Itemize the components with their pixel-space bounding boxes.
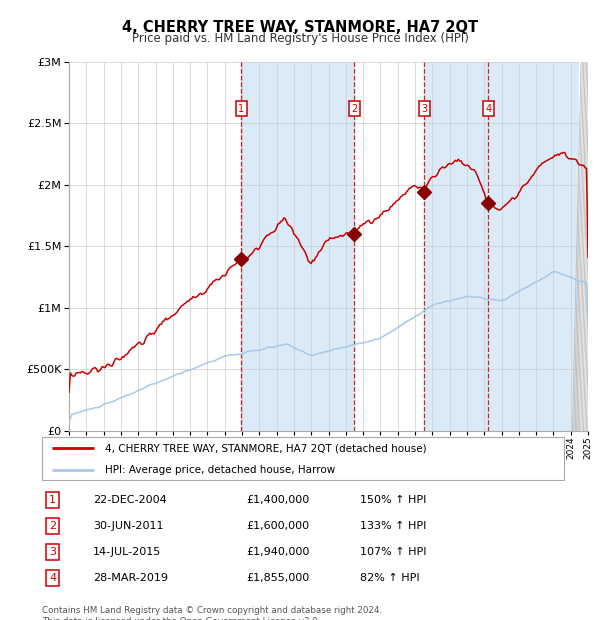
Bar xyxy=(241,62,355,431)
Text: 30-JUN-2011: 30-JUN-2011 xyxy=(93,521,163,531)
Text: HPI: Average price, detached house, Harrow: HPI: Average price, detached house, Harr… xyxy=(104,465,335,475)
Text: 1: 1 xyxy=(238,104,245,113)
Text: 3: 3 xyxy=(49,547,56,557)
Text: 4: 4 xyxy=(49,573,56,583)
Text: 2: 2 xyxy=(352,104,358,113)
Text: £1,400,000: £1,400,000 xyxy=(246,495,309,505)
FancyBboxPatch shape xyxy=(42,436,564,480)
Text: 28-MAR-2019: 28-MAR-2019 xyxy=(93,573,168,583)
Text: Contains HM Land Registry data © Crown copyright and database right 2024.
This d: Contains HM Land Registry data © Crown c… xyxy=(42,606,382,620)
Text: £1,855,000: £1,855,000 xyxy=(246,573,309,583)
Text: 4, CHERRY TREE WAY, STANMORE, HA7 2QT (detached house): 4, CHERRY TREE WAY, STANMORE, HA7 2QT (d… xyxy=(104,443,426,453)
Polygon shape xyxy=(580,62,588,431)
Text: 3: 3 xyxy=(421,104,427,113)
Text: 82% ↑ HPI: 82% ↑ HPI xyxy=(360,573,419,583)
Text: 2: 2 xyxy=(49,521,56,531)
Text: 150% ↑ HPI: 150% ↑ HPI xyxy=(360,495,427,505)
Text: 107% ↑ HPI: 107% ↑ HPI xyxy=(360,547,427,557)
Text: 4, CHERRY TREE WAY, STANMORE, HA7 2QT: 4, CHERRY TREE WAY, STANMORE, HA7 2QT xyxy=(122,20,478,35)
Text: 4: 4 xyxy=(485,104,491,113)
Bar xyxy=(488,62,580,431)
Text: 133% ↑ HPI: 133% ↑ HPI xyxy=(360,521,427,531)
Text: 1: 1 xyxy=(49,495,56,505)
Text: £1,600,000: £1,600,000 xyxy=(246,521,309,531)
Text: Price paid vs. HM Land Registry's House Price Index (HPI): Price paid vs. HM Land Registry's House … xyxy=(131,32,469,45)
Text: 22-DEC-2004: 22-DEC-2004 xyxy=(93,495,167,505)
Text: £1,940,000: £1,940,000 xyxy=(246,547,310,557)
Bar xyxy=(424,62,488,431)
Text: 14-JUL-2015: 14-JUL-2015 xyxy=(93,547,161,557)
